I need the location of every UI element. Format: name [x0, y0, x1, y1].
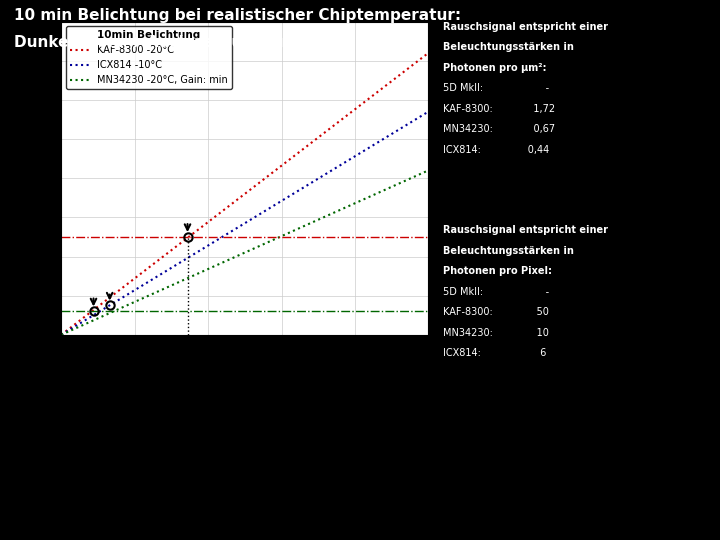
Text: ICX814:               0,44: ICX814: 0,44 [443, 145, 549, 155]
Line: KAF-8300 -20°C: KAF-8300 -20°C [61, 53, 428, 335]
Legend: KAF-8300 -20°C, ICX814 -10°C, MN34230 -20°C, Gain: min: KAF-8300 -20°C, ICX814 -10°C, MN34230 -2… [66, 26, 232, 89]
X-axis label: Beleuchtungsstärke (Photonen / μm²): Beleuchtungsstärke (Photonen / μm²) [147, 360, 343, 370]
KAF-8300 -20°C [231, 198, 240, 204]
MN34230 -20°C, Gain: min: (4.1, 34.4): min: (4.1, 34.4) [358, 197, 366, 203]
ICX814 -10°C [415, 114, 424, 120]
MN34230 -20°C, Gain: min: (2.98, 25): min: (2.98, 25) [276, 234, 284, 240]
ICX814 -10°C [424, 109, 433, 115]
Text: Photonen pro μm²:: Photonen pro μm²: [443, 63, 546, 73]
KAF-8300 -20°C [256, 179, 264, 186]
Text: Photonen pro Pixel:: Photonen pro Pixel: [443, 266, 552, 276]
Text: KAF-8300:              50: KAF-8300: 50 [443, 307, 549, 318]
KAF-8300 -20°C [415, 57, 424, 63]
Text: Beleuchtungsstärken in: Beleuchtungsstärken in [443, 42, 574, 52]
KAF-8300 -20°C [57, 332, 66, 338]
Text: Dunkelstrom + Ausleserauschen: Dunkelstrom + Ausleserauschen [14, 35, 293, 50]
ICX814 -10°C [231, 226, 240, 232]
Text: 5D MkII:                    -: 5D MkII: - [443, 287, 549, 297]
Text: 5D MkII:                    -: 5D MkII: - [443, 83, 549, 93]
Text: ICX814:                   6: ICX814: 6 [443, 348, 546, 359]
MN34230 -20°C, Gain: min: (0, 0): min: (0, 0) [57, 332, 66, 338]
MN34230 -20°C, Gain: min: (2.71, 22.7): min: (2.71, 22.7) [256, 242, 264, 249]
Text: MN34230:             0,67: MN34230: 0,67 [443, 124, 555, 134]
ICX814 -10°C [233, 224, 242, 231]
KAF-8300 -20°C [276, 164, 284, 170]
Text: MN34230:              10: MN34230: 10 [443, 328, 549, 338]
Text: 0,44: 0,44 [83, 353, 104, 362]
Text: Rauschsignal entspricht einer: Rauschsignal entspricht einer [443, 225, 608, 235]
Line: MN34230 -20°C, Gain: min: MN34230 -20°C, Gain: min [61, 171, 428, 335]
Text: Rauschsignal entspricht einer: Rauschsignal entspricht einer [443, 22, 608, 32]
MN34230 -20°C, Gain: min: (2.4, 20.2): min: (2.4, 20.2) [233, 253, 242, 259]
ICX814 -10°C [358, 148, 366, 155]
ICX814 -10°C [276, 199, 284, 205]
Text: 0,66: 0,66 [99, 353, 120, 362]
MN34230 -20°C, Gain: min: (2.37, 19.9): min: (2.37, 19.9) [231, 253, 240, 260]
Y-axis label: Signal (Elektronen): Signal (Elektronen) [22, 129, 32, 228]
Text: KAF-8300:             1,72: KAF-8300: 1,72 [443, 104, 555, 114]
ICX814 -10°C [57, 332, 66, 338]
Line: ICX814 -10°C: ICX814 -10°C [61, 112, 428, 335]
ICX814 -10°C [256, 211, 264, 217]
MN34230 -20°C, Gain: min: (5, 42): min: (5, 42) [424, 167, 433, 174]
KAF-8300 -20°C [424, 50, 433, 56]
Text: Beleuchtungsstärken in: Beleuchtungsstärken in [443, 246, 574, 256]
Text: 10 min Belichtung bei realistischer Chiptemperatur:: 10 min Belichtung bei realistischer Chip… [14, 8, 462, 23]
Text: 1,72: 1,72 [176, 353, 199, 362]
MN34230 -20°C, Gain: min: (4.88, 41): min: (4.88, 41) [415, 171, 424, 178]
KAF-8300 -20°C [233, 196, 242, 202]
KAF-8300 -20°C [358, 100, 366, 107]
